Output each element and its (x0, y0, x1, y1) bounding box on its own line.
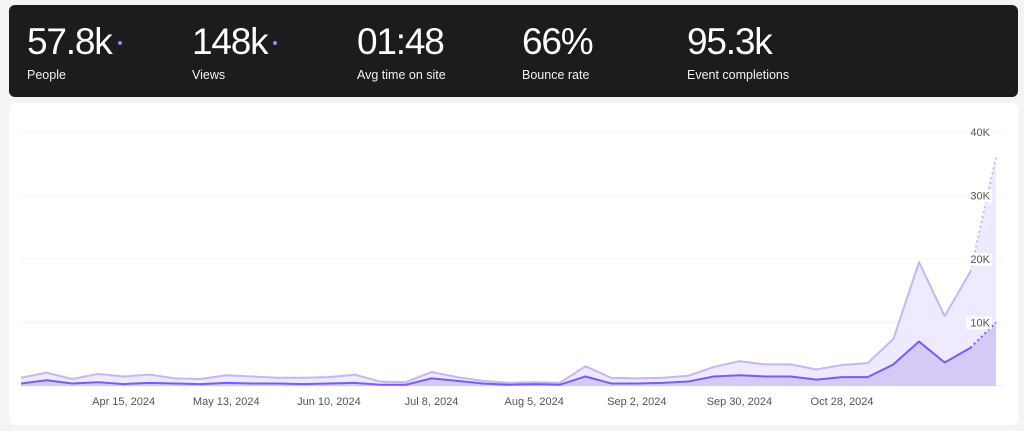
stat-value: 148k (192, 21, 269, 62)
x-tick-label: Apr 15, 2024 (92, 396, 155, 408)
stats-panel: 57.8k People 148k Views 01:48 Avg time o… (9, 5, 1018, 97)
series-area-people (21, 322, 996, 386)
stat-views[interactable]: 148k Views (192, 21, 278, 82)
x-tick-label: Oct 28, 2024 (811, 396, 874, 408)
stat-label: Views (192, 68, 226, 82)
y-axis-ticks: 10K 20K 30K 40K (966, 126, 992, 330)
stat-value: 57.8k (27, 21, 113, 62)
x-axis-ticks: Apr 15, 2024 May 13, 2024 Jun 10, 2024 Jul … (92, 396, 873, 408)
y-tick-label-bg (966, 189, 992, 203)
y-tick-label-bg (966, 253, 992, 266)
y-tick-label: 20K (970, 254, 990, 266)
stat-event-completions[interactable]: 95.3k Event completions (687, 21, 789, 82)
y-tick-label: 30K (970, 191, 990, 203)
stat-value: 66% (522, 21, 594, 62)
x-tick-label: Jun 10, 2024 (297, 396, 361, 408)
x-tick-label: Sep 30, 2024 (707, 396, 772, 408)
chart-card: 10K 20K 30K 40K Apr 15, 2024 May 13, 2024 Jun… (9, 103, 1018, 425)
stat-avg-time[interactable]: 01:48 Avg time on site (357, 21, 446, 82)
x-tick-label: Aug 5, 2024 (504, 396, 563, 408)
series-line-people (20, 340, 971, 386)
y-tick-label-bg (966, 126, 992, 139)
stat-bounce-rate[interactable]: 66% Bounce rate (522, 21, 594, 82)
x-tick-label: Sep 2, 2024 (607, 396, 666, 408)
x-tick-label: May 13, 2024 (193, 396, 260, 408)
active-dot-icon (117, 41, 122, 45)
y-tick-label-bg (966, 316, 992, 330)
series-areas (20, 157, 997, 386)
y-tick-label: 40K (970, 127, 990, 139)
y-tick-label: 10K (970, 318, 990, 330)
series-area-views (21, 157, 996, 386)
stat-label: People (27, 68, 66, 82)
series-line-views (20, 261, 972, 384)
area-chart[interactable]: 10K 20K 30K 40K Apr 15, 2024 May 13, 2024 Jun… (9, 103, 1018, 425)
stat-value: 95.3k (687, 21, 773, 62)
stat-label: Bounce rate (522, 68, 590, 82)
grid-lines (21, 131, 1004, 387)
stat-label: Event completions (687, 68, 790, 82)
stat-label: Avg time on site (357, 68, 446, 82)
x-tick-label: Jul 8, 2024 (405, 396, 459, 408)
stat-value: 01:48 (357, 21, 445, 62)
stat-people[interactable]: 57.8k People (27, 21, 122, 82)
active-dot-icon (273, 41, 278, 45)
